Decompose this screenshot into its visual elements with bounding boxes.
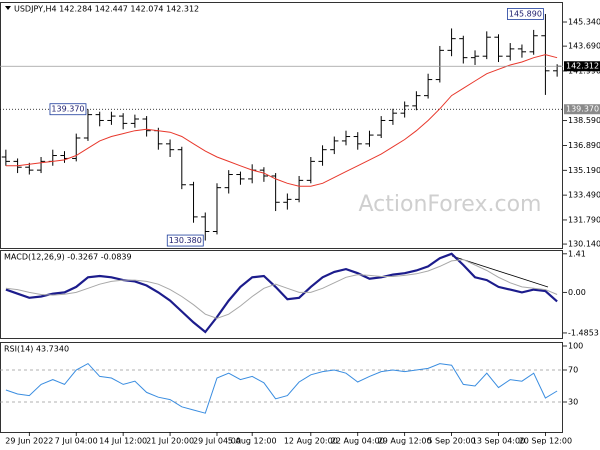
- trend-line: [451, 255, 549, 288]
- annotation-label: 139.370: [51, 105, 84, 114]
- annotation-box: [49, 103, 87, 116]
- annotation-box: [507, 8, 544, 20]
- panel-frame: [0, 342, 563, 433]
- x-tick-label: 14 Jul 12:00: [99, 437, 147, 446]
- x-tick-label: 13 Sep 04:00: [472, 437, 525, 446]
- x-tick-label: 29 Jul 04:00: [193, 437, 241, 446]
- x-tick-label: 22 Aug 04:00: [331, 437, 385, 446]
- x-tick-label: 5 Aug 12:00: [228, 437, 277, 446]
- series-line: [5, 54, 558, 187]
- x-tick-label: 21 Jul 20:00: [146, 437, 194, 446]
- series-line: [5, 362, 558, 414]
- y-tick-label: 143.690: [568, 42, 600, 51]
- last-price-label: 142.312: [566, 62, 599, 71]
- y-tick-label: 135.190: [568, 166, 600, 175]
- watermark: ActionForex.com: [359, 192, 542, 217]
- x-tick-label: 29 Jun 2022: [5, 437, 53, 446]
- x-tick-label: 20 Sep 12:00: [519, 437, 572, 446]
- y-tick-label: 138.590: [568, 116, 600, 125]
- panel-title: RSI(14) 43.7340: [4, 345, 69, 354]
- y-tick-label: 70: [568, 366, 578, 375]
- x-tick-label: 5 Sep 20:00: [427, 437, 475, 446]
- x-tick-label: 12 Aug 20:00: [284, 437, 338, 446]
- panel-frame: [0, 2, 563, 249]
- level-label: 139.370: [566, 105, 599, 114]
- level-label-box: [564, 104, 600, 115]
- panel-title: MACD(12,26,9) -0.3267 -0.0839: [4, 253, 132, 262]
- last-price-box: [564, 61, 600, 72]
- title-icon: [5, 6, 11, 10]
- annotation-label: 145.890: [509, 9, 542, 18]
- series-line: [5, 259, 558, 319]
- y-tick-label: 100: [568, 342, 583, 351]
- y-tick-label: 1.41: [568, 249, 586, 258]
- y-tick-label: 145.340: [568, 18, 600, 27]
- y-tick-label: 136.890: [568, 141, 600, 150]
- annotation-box: [166, 234, 204, 247]
- y-tick-label: 0.00: [568, 288, 586, 297]
- y-tick-label: 133.490: [568, 191, 600, 200]
- y-tick-label: 131.790: [568, 215, 600, 224]
- panel-title: USDJPY,H4 142.284 142.447 142.074 142.31…: [14, 5, 199, 14]
- x-tick-label: 7 Jul 04:00: [55, 437, 98, 446]
- series-line: [5, 252, 558, 334]
- y-tick-label: 130.140: [568, 240, 600, 249]
- panel-frame: [0, 250, 563, 339]
- y-tick-label: 30: [568, 398, 578, 407]
- x-tick-label: 29 Aug 12:00: [378, 437, 432, 446]
- y-tick-label: -1.4853: [568, 328, 599, 337]
- annotation-label: 130.380: [169, 236, 202, 245]
